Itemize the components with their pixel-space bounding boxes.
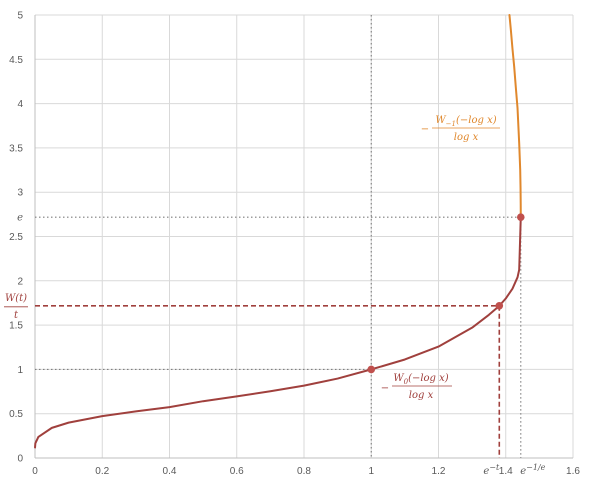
y-tick-label: 3.5 xyxy=(9,143,23,154)
series-label-w-minus-1-prefix: − xyxy=(421,124,429,135)
x-tick-label: 1 xyxy=(368,466,374,477)
series-label-w-minus-1: − W−1(−log x) log x xyxy=(421,115,500,143)
x-tick-label: 1.4 xyxy=(499,466,513,477)
y-tick-label: 5 xyxy=(17,11,23,22)
series-label-w-minus-1-numerator: W−1(−log x) xyxy=(435,115,496,128)
series-label-w-0-arg: (−log x) xyxy=(408,373,449,384)
y-tick-e-label: e xyxy=(17,213,23,224)
series-line-w-minus-1 xyxy=(508,14,522,219)
x-tick-e-minus-1-over-e: e−1/e xyxy=(520,463,545,477)
data-point xyxy=(367,365,376,374)
series-label-w-0-fn: W xyxy=(393,373,404,384)
y-tick-label: 2 xyxy=(17,276,23,287)
series-label-w-minus-1-arg: (−log x) xyxy=(456,115,497,126)
x-tick-e-minus-t: e−t xyxy=(483,463,500,477)
y-tick-label: 1 xyxy=(17,365,23,376)
y-tick-label: 2.5 xyxy=(9,232,23,243)
series-label-w-minus-1-denominator: log x xyxy=(454,132,479,143)
x-tick-label: 0.4 xyxy=(163,466,177,477)
y-tick-label: 3 xyxy=(17,188,23,199)
y-tick-wt-over-t: W(t) t xyxy=(4,293,28,321)
series-line-w-0 xyxy=(34,216,522,449)
series xyxy=(34,14,522,449)
x-tick-label: 0 xyxy=(32,466,38,477)
y-tick-wt-numerator: W(t) xyxy=(5,293,27,304)
x-tick-label: 1.2 xyxy=(432,466,446,477)
x-tick-label: 0.6 xyxy=(230,466,244,477)
series-label-w-0-prefix: − xyxy=(381,383,389,394)
x-tick-label: 0.2 xyxy=(95,466,109,477)
grid xyxy=(35,14,574,458)
y-tick-wt-denominator: t xyxy=(14,310,19,321)
y-tick-label: 1.5 xyxy=(9,321,23,332)
y-tick-label: 4.5 xyxy=(9,55,23,66)
data-point xyxy=(516,213,525,221)
x-tick-e-minus-t-exponent: −t xyxy=(489,463,500,472)
series-label-w-0-subscript: 0 xyxy=(404,378,409,386)
x-tick-e-minus-t-base: e xyxy=(483,466,489,477)
series-label-w-minus-1-subscript: −1 xyxy=(446,120,456,128)
x-tick-label: 0.8 xyxy=(297,466,311,477)
series-label-w-0-numerator: W0(−log x) xyxy=(393,373,448,386)
series-label-w-0: − W0(−log x) log x xyxy=(381,373,452,401)
axes xyxy=(34,15,573,459)
points xyxy=(367,213,525,374)
y-tick-label: 0 xyxy=(17,454,23,465)
x-tick-e-minus-1-over-e-exponent: −1/e xyxy=(526,463,545,472)
data-point xyxy=(495,301,504,310)
series-label-w-0-denominator: log x xyxy=(409,390,434,401)
x-tick-label: 1.6 xyxy=(566,466,580,477)
y-tick-label: 4 xyxy=(17,99,23,110)
y-tick-label: 0.5 xyxy=(9,409,23,420)
x-tick-e-minus-1-over-e-base: e xyxy=(520,466,526,477)
guide-lines xyxy=(35,15,522,458)
series-label-w-minus-1-fn: W xyxy=(435,115,446,126)
tick-labels: 0 0.2 0.4 0.6 0.8 1 1.2 1.4 1.6 0 0.5 1 1.5 2 2.5 3 3.5 4… xyxy=(9,11,580,478)
